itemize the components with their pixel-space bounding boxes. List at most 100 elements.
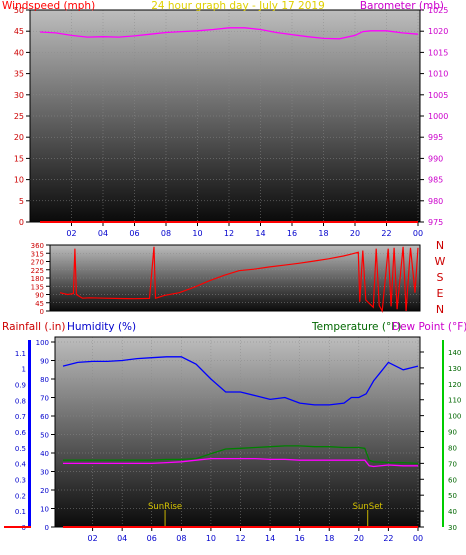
temperature-tick-label: 30 bbox=[448, 524, 457, 532]
rainfall-tick-label: 0.7 bbox=[15, 413, 26, 421]
humidity-tick-label: 10 bbox=[40, 506, 49, 514]
rainfall-tick-label: 0.5 bbox=[15, 445, 26, 453]
humidity-tick-label: 40 bbox=[40, 450, 49, 458]
rainfall-tick-label: 1.1 bbox=[15, 350, 26, 358]
humidity-tick-label: 90 bbox=[40, 358, 49, 366]
temperature-axis-ticks: 30 40 50 60 70 80 90 100 110 120 130 140 bbox=[420, 349, 461, 532]
x-tick-label: 12 bbox=[224, 229, 234, 238]
x-tick-label: 18 bbox=[318, 229, 328, 238]
x-tick-label: 22 bbox=[383, 534, 393, 543]
humidity-tick-label: 100 bbox=[36, 339, 49, 347]
temperature-tick-label: 80 bbox=[448, 444, 457, 452]
rainfall-tick-label: 0.3 bbox=[15, 477, 26, 485]
rainfall-tick-label: 0.8 bbox=[15, 397, 26, 405]
x-tick-label: 02 bbox=[87, 534, 97, 543]
windspeed-tick-label: 35 bbox=[14, 70, 24, 79]
graph-header: 24 hour graph day - July 17 2019 bbox=[151, 0, 325, 12]
x-tick-label: 08 bbox=[176, 534, 186, 543]
rainfall-tick-label: 0.2 bbox=[15, 492, 26, 500]
windspeed-tick-label: 20 bbox=[14, 133, 24, 142]
x-tick-label: 00 bbox=[413, 229, 423, 238]
compass-label: S bbox=[437, 271, 444, 284]
sun-markers: SunRise SunSet bbox=[148, 502, 383, 527]
direction-tick-label: 135 bbox=[31, 283, 44, 291]
humidity-axis-label: Humidity (%) bbox=[67, 321, 136, 333]
barometer-tick-label: 975 bbox=[428, 218, 443, 227]
windspeed-axis-label: Windspeed (mph) bbox=[2, 0, 95, 12]
barometer-tick-label: 1005 bbox=[428, 91, 448, 100]
direction-tick-label: 45 bbox=[35, 300, 44, 308]
barometer-tick-label: 1015 bbox=[428, 48, 448, 57]
barometer-tick-label: 980 bbox=[428, 197, 443, 206]
x-tick-label: 06 bbox=[129, 229, 139, 238]
windspeed-tick-label: 25 bbox=[14, 112, 24, 121]
x-tick-label: 18 bbox=[324, 534, 334, 543]
direction-tick-label: 270 bbox=[31, 259, 44, 267]
x-tick-label: 16 bbox=[287, 229, 297, 238]
windspeed-tick-label: 50 bbox=[14, 6, 24, 15]
rainfall-tick-label: 1 bbox=[22, 366, 26, 374]
rainfall-tick-label: 0.4 bbox=[15, 461, 27, 469]
temperature-tick-label: 40 bbox=[448, 508, 457, 516]
dewpoint-line bbox=[63, 457, 418, 468]
humidity-tick-label: 80 bbox=[40, 376, 49, 384]
barometer-tick-label: 1025 bbox=[428, 6, 448, 15]
windspeed-axis-ticks: 0 5 10 15 20 25 30 35 40 45 50 bbox=[14, 6, 30, 227]
barometer-axis-label: Barometer (mb) bbox=[360, 0, 444, 12]
x-tick-label: 20 bbox=[350, 229, 360, 238]
temperature-tick-label: 50 bbox=[448, 492, 457, 500]
x-tick-label: 04 bbox=[98, 229, 108, 238]
temp-humidity-x-axis-ticks: 02 04 06 08 10 12 14 16 18 20 22 00 bbox=[87, 527, 423, 543]
rainfall-tick-label: 0.1 bbox=[15, 508, 26, 516]
temperature-tick-label: 120 bbox=[448, 381, 461, 389]
compass-label: N bbox=[436, 303, 444, 316]
temperature-tick-label: 100 bbox=[448, 413, 461, 421]
windspeed-tick-label: 10 bbox=[14, 176, 24, 185]
x-tick-label: 04 bbox=[117, 534, 127, 543]
temperature-axis-label: Temperature (°F) bbox=[311, 321, 401, 333]
temperature-tick-label: 130 bbox=[448, 365, 461, 373]
x-tick-label: 02 bbox=[66, 229, 76, 238]
x-tick-label: 08 bbox=[161, 229, 171, 238]
x-tick-label: 20 bbox=[354, 534, 364, 543]
windspeed-tick-label: 15 bbox=[14, 154, 24, 163]
humidity-tick-label: 0 bbox=[45, 524, 49, 532]
barometer-tick-label: 1010 bbox=[428, 70, 448, 79]
compass-label: E bbox=[437, 287, 444, 300]
x-tick-label: 16 bbox=[295, 534, 305, 543]
barometer-line bbox=[39, 27, 419, 40]
compass-label: W bbox=[435, 255, 446, 268]
dewpoint-axis-label: Dew Point (°F) bbox=[392, 321, 466, 333]
windspeed-tick-label: 45 bbox=[14, 27, 24, 36]
direction-tick-label: 225 bbox=[31, 267, 44, 275]
humidity-tick-label: 70 bbox=[40, 395, 49, 403]
x-tick-label: 06 bbox=[147, 534, 157, 543]
barometer-tick-label: 1020 bbox=[428, 27, 448, 36]
rainfall-axis-label: Rainfall (.in) bbox=[2, 321, 65, 333]
temp-humidity-plot-area bbox=[55, 337, 420, 527]
x-tick-label: 14 bbox=[255, 229, 265, 238]
temperature-tick-label: 140 bbox=[448, 349, 461, 357]
rainfall-tick-label: 0.6 bbox=[15, 429, 27, 437]
windspeed-tick-label: 0 bbox=[19, 218, 24, 227]
humidity-tick-label: 60 bbox=[40, 413, 49, 421]
wind-direction-line bbox=[59, 246, 419, 314]
humidity-axis-ticks: 0 10 20 30 40 50 60 70 80 90 100 bbox=[36, 339, 55, 532]
rainfall-tick-label: 0.9 bbox=[15, 382, 26, 390]
x-tick-label: 12 bbox=[235, 534, 245, 543]
sunrise-label: SunRise bbox=[148, 502, 182, 512]
windspeed-tick-label: 5 bbox=[19, 197, 24, 206]
windspeed-tick-label: 30 bbox=[14, 91, 24, 100]
wind-baro-series bbox=[29, 9, 421, 223]
humidity-tick-label: 50 bbox=[40, 432, 49, 440]
barometer-axis-ticks: 975 980 985 990 995 1000 1005 1010 1015 1020 1025 bbox=[420, 6, 448, 227]
direction-tick-label: 0 bbox=[40, 308, 44, 316]
x-tick-label: 14 bbox=[265, 534, 275, 543]
plot-frame bbox=[49, 244, 421, 312]
temperature-tick-label: 70 bbox=[448, 460, 457, 468]
x-tick-label: 22 bbox=[381, 229, 391, 238]
